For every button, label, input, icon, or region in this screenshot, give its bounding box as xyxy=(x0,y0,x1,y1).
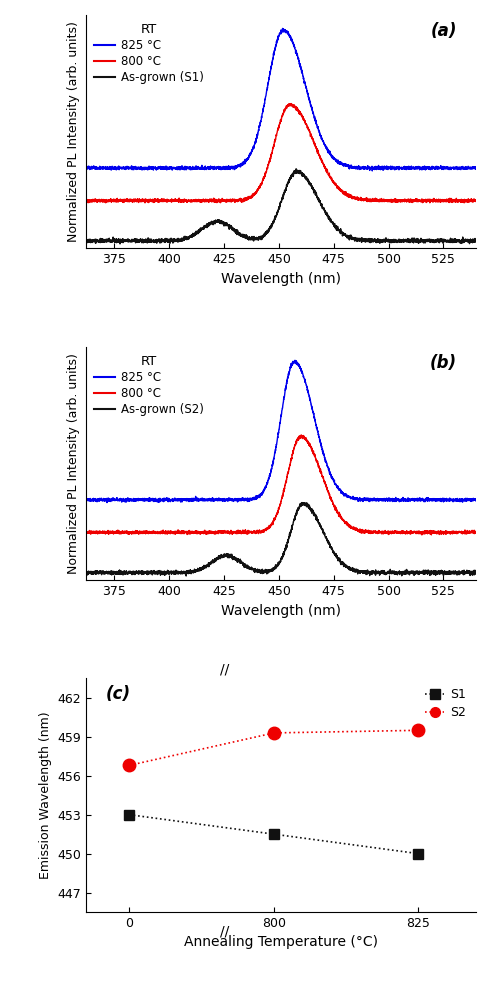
Text: (c): (c) xyxy=(106,685,131,703)
Legend: S1, S2: S1, S2 xyxy=(422,684,470,723)
S1 xyxy=(415,848,421,860)
Text: //: // xyxy=(220,925,229,939)
X-axis label: Annealing Temperature (°C): Annealing Temperature (°C) xyxy=(184,936,378,950)
Y-axis label: Normalized PL Intensity (arb. units): Normalized PL Intensity (arb. units) xyxy=(67,21,81,242)
S2 xyxy=(126,759,132,771)
Legend: 825 °C, 800 °C, As-grown (S2): 825 °C, 800 °C, As-grown (S2) xyxy=(92,352,207,418)
Line: S2: S2 xyxy=(123,724,425,772)
X-axis label: Wavelength (nm): Wavelength (nm) xyxy=(221,272,341,286)
Text: (b): (b) xyxy=(430,354,457,372)
S1 xyxy=(126,809,132,820)
Line: S1: S1 xyxy=(124,810,423,859)
Y-axis label: Emission Wavelength (nm): Emission Wavelength (nm) xyxy=(39,712,52,880)
Y-axis label: Normalized PL Intensity (arb. units): Normalized PL Intensity (arb. units) xyxy=(67,353,81,574)
S2 xyxy=(415,725,421,737)
Legend: 825 °C, 800 °C, As-grown (S1): 825 °C, 800 °C, As-grown (S1) xyxy=(92,21,207,86)
Text: (a): (a) xyxy=(430,22,457,39)
S1 xyxy=(271,828,277,840)
X-axis label: Wavelength (nm): Wavelength (nm) xyxy=(221,603,341,617)
Text: //: // xyxy=(220,662,229,676)
S2 xyxy=(271,727,277,739)
